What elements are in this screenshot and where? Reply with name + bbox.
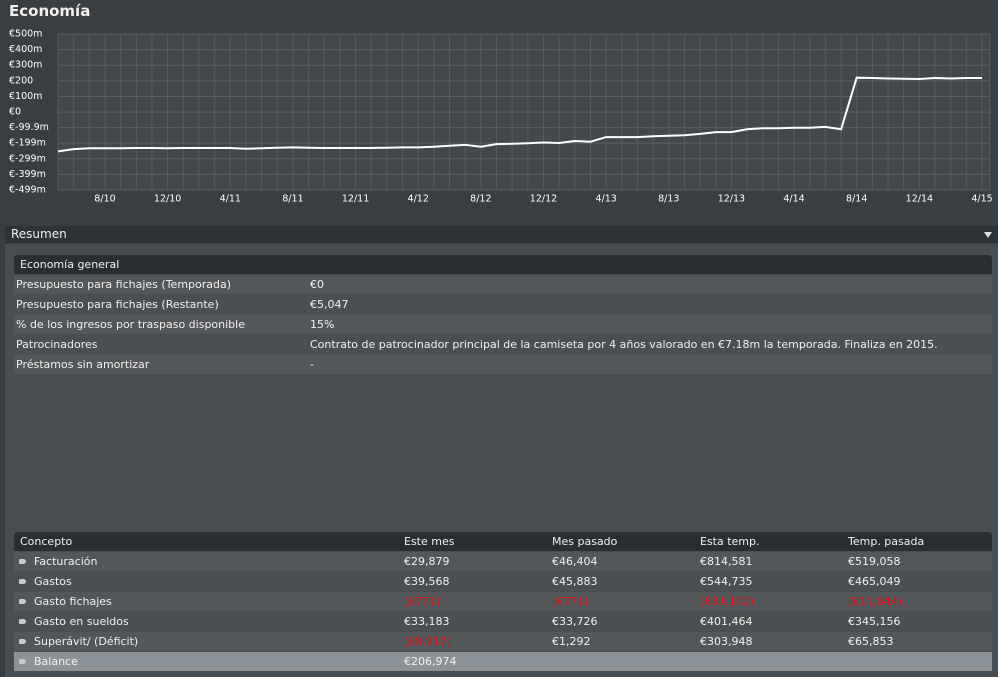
x-tick-label: 12/11 [342, 194, 369, 205]
table-row[interactable]: Gasto fichajes (€771) (€771) (€34,102) (€11,… [14, 592, 992, 611]
x-tick-label: 8/14 [846, 194, 867, 205]
x-tick-label: 8/11 [282, 194, 303, 205]
summary-value: - [310, 358, 314, 371]
table-value: (€8,917) [404, 635, 452, 648]
summary-row: Préstamos sin amortizar - [14, 355, 992, 374]
table-value: (€34,102) [700, 595, 755, 608]
x-tick-label: 8/10 [94, 194, 115, 205]
y-tick-label: €200 [9, 75, 33, 86]
x-tick-label: 4/11 [220, 194, 241, 205]
summary-label: % de los ingresos por traspaso disponibl… [16, 318, 245, 331]
y-tick-label: €400m [9, 44, 42, 55]
row-icon [19, 639, 26, 644]
table-value: €519,058 [848, 555, 901, 568]
section-bar[interactable]: Resumen [5, 226, 998, 243]
row-icon [19, 659, 26, 664]
table-header: Concepto Este mes Mes pasado Esta temp. Temp… [14, 532, 992, 551]
row-label: Facturación [34, 555, 98, 568]
summary-value: €5,047 [310, 298, 349, 311]
table-row[interactable]: Gasto en sueldos €33,183 €33,726 €401,464 €3… [14, 612, 992, 631]
table-value: €33,726 [552, 615, 598, 628]
y-tick-label: €100m [9, 91, 42, 102]
row-icon [19, 619, 26, 624]
table-value: €1,292 [552, 635, 591, 648]
table-value: (€11,844) [848, 595, 903, 608]
table-value: €345,156 [848, 615, 901, 628]
y-tick-label: €-399m [9, 169, 46, 180]
row-label: Gastos [34, 575, 72, 588]
chart: 8/10 12/10 4/11 8/11 12/11 4/12 8/12 12/12 4/13 8… [9, 29, 993, 205]
column-header: Concepto [20, 535, 73, 548]
x-tick-label: 8/12 [470, 194, 491, 205]
section-header: Economía general [14, 255, 992, 274]
row-icon [19, 599, 26, 604]
summary-label: Presupuesto para fichajes (Temporada) [16, 278, 232, 291]
summary-label: Presupuesto para fichajes (Restante) [16, 298, 219, 311]
y-tick-label: €500m [9, 29, 42, 40]
x-tick-label: 12/13 [718, 194, 745, 205]
summary-row: Presupuesto para fichajes (Restante) €5,0… [14, 295, 992, 314]
table-row[interactable]: Facturación €29,879 €46,404 €814,581 €519,05… [14, 552, 992, 571]
row-icon [19, 579, 26, 584]
y-tick-label: €-499m [9, 185, 46, 196]
collapse-arrow[interactable] [984, 232, 992, 238]
table-row[interactable]: Superávit/ (Déficit) (€8,917) €1,292 €303,9… [14, 632, 992, 651]
row-label: Balance [34, 655, 78, 668]
summary-row: Patrocinadores Contrato de patrocinador p… [14, 335, 992, 354]
summary-label: Patrocinadores [16, 338, 98, 351]
table-value: (€771) [552, 595, 589, 608]
table-value: €401,464 [700, 615, 753, 628]
x-tick-label: 12/14 [906, 194, 933, 205]
table-value: €65,853 [848, 635, 894, 648]
row-icon [19, 559, 26, 564]
x-tick-label: 4/14 [783, 194, 804, 205]
x-tick-label: 8/13 [658, 194, 679, 205]
x-tick-label: 12/10 [154, 194, 181, 205]
x-tick-label: 4/13 [595, 194, 616, 205]
table-value: (€771) [404, 595, 441, 608]
data-line [57, 76, 982, 153]
summary-row: Presupuesto para fichajes (Temporada) €0 [14, 275, 992, 294]
column-header: Temp. pasada [848, 535, 925, 548]
screen-title: Economía [9, 2, 91, 20]
summary-value: Contrato de patrocinador principal de la… [310, 338, 938, 351]
y-tick-label: €-199m [9, 138, 46, 149]
table-value: €33,183 [404, 615, 450, 628]
table-value: €465,049 [848, 575, 901, 588]
table-row[interactable]: Gastos €39,568 €45,883 €544,735 €465,049 [14, 572, 992, 591]
row-label: Superávit/ (Déficit) [34, 635, 139, 648]
column-header: Esta temp. [700, 535, 760, 548]
y-tick-label: €0 [9, 107, 21, 118]
table-value: €29,879 [404, 555, 450, 568]
summary-value: €0 [310, 278, 324, 291]
table-value: €45,883 [552, 575, 598, 588]
y-tick-label: €-99.9m [9, 122, 49, 133]
y-tick-label: €300m [9, 60, 42, 71]
summary-row: % de los ingresos por traspaso disponibl… [14, 315, 992, 334]
table-value: €544,735 [700, 575, 753, 588]
summary-label: Préstamos sin amortizar [16, 358, 150, 371]
section-title: Economía general [20, 258, 120, 271]
x-tick-label: 4/15 [971, 194, 992, 205]
table-value: €303,948 [700, 635, 753, 648]
row-label: Gasto fichajes [34, 595, 112, 608]
table-value: €46,404 [552, 555, 598, 568]
table-value: €206,974 [404, 655, 457, 668]
table-value: €814,581 [700, 555, 753, 568]
row-label: Gasto en sueldos [34, 615, 129, 628]
table-row[interactable]: Balance €206,974 [14, 652, 992, 671]
x-tick-label: 12/12 [530, 194, 557, 205]
section-title: Resumen [11, 227, 67, 241]
summary-value: 15% [310, 318, 335, 331]
y-tick-label: €-299m [9, 153, 46, 164]
table-value: €39,568 [404, 575, 450, 588]
column-header: Este mes [404, 535, 455, 548]
x-tick-label: 4/12 [408, 194, 429, 205]
column-header: Mes pasado [552, 535, 618, 548]
